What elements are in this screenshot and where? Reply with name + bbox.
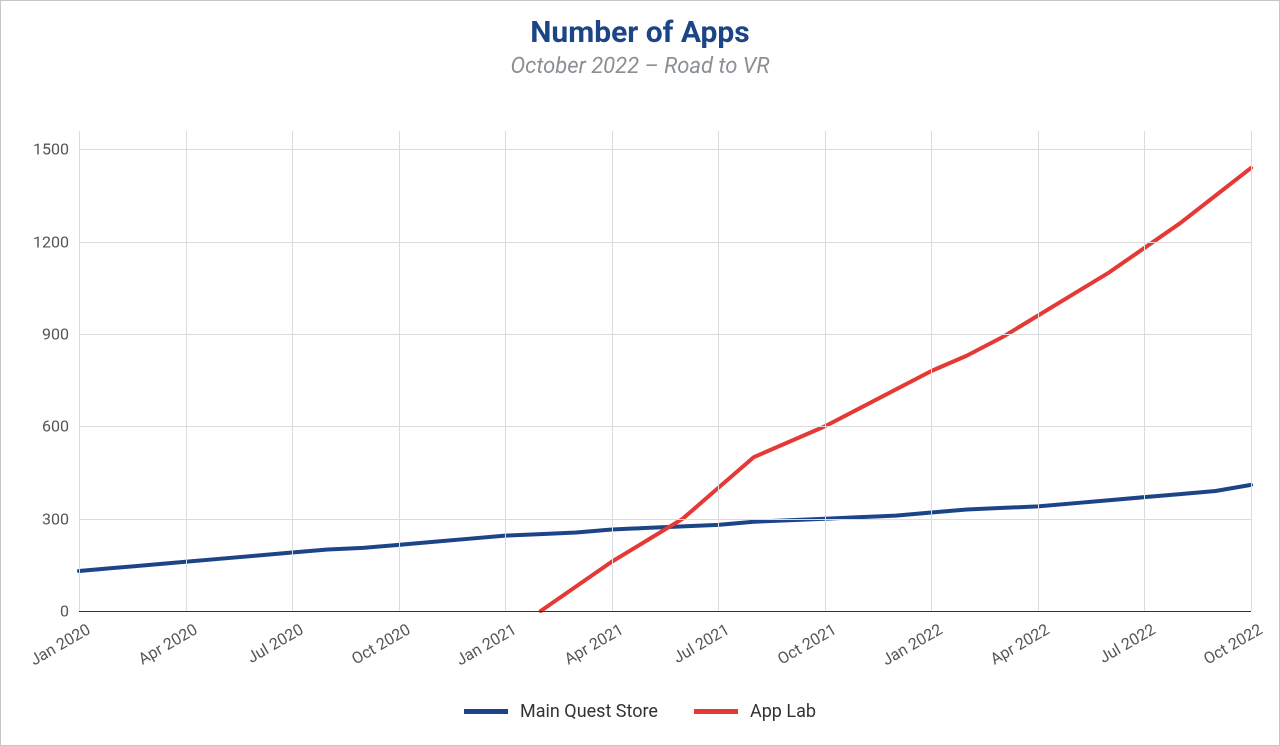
x-tick-label: Jan 2022 bbox=[874, 611, 946, 669]
gridline-vertical bbox=[718, 131, 719, 611]
x-tick-label: Jan 2021 bbox=[448, 611, 520, 669]
chart-lines bbox=[79, 131, 1251, 611]
gridline-horizontal bbox=[79, 426, 1251, 427]
chart-container: Number of Apps October 2022 – Road to VR… bbox=[0, 0, 1280, 746]
x-tick-label: Oct 2021 bbox=[769, 611, 839, 668]
legend-swatch bbox=[694, 709, 738, 714]
legend-label: Main Quest Store bbox=[520, 701, 658, 722]
legend-label: App Lab bbox=[750, 701, 816, 722]
gridline-vertical bbox=[931, 131, 932, 611]
y-tick-label: 1500 bbox=[33, 140, 69, 159]
title-block: Number of Apps October 2022 – Road to VR bbox=[1, 1, 1279, 79]
x-tick-label: Oct 2022 bbox=[1195, 611, 1265, 668]
x-tick-label: Apr 2021 bbox=[556, 611, 627, 669]
gridline-vertical bbox=[292, 131, 293, 611]
plot-area: 030060090012001500Jan 2020Apr 2020Jul 20… bbox=[79, 131, 1251, 611]
gridline-vertical bbox=[1038, 131, 1039, 611]
gridline-vertical bbox=[186, 131, 187, 611]
x-tick-label: Apr 2022 bbox=[982, 611, 1053, 669]
y-tick-label: 900 bbox=[42, 325, 69, 344]
gridline-horizontal bbox=[79, 519, 1251, 520]
gridline-vertical bbox=[399, 131, 400, 611]
legend: Main Quest Store App Lab bbox=[1, 701, 1279, 722]
y-tick-label: 300 bbox=[42, 509, 69, 528]
gridline-horizontal bbox=[79, 334, 1251, 335]
gridline-vertical bbox=[825, 131, 826, 611]
x-axis-line bbox=[79, 611, 1251, 612]
legend-item: App Lab bbox=[694, 701, 816, 722]
x-tick-label: Oct 2020 bbox=[343, 611, 413, 668]
gridline-vertical bbox=[612, 131, 613, 611]
gridline-horizontal bbox=[79, 242, 1251, 243]
y-tick-label: 600 bbox=[42, 417, 69, 436]
gridline-horizontal bbox=[79, 149, 1251, 150]
gridline-vertical bbox=[1144, 131, 1145, 611]
legend-item: Main Quest Store bbox=[464, 701, 658, 722]
y-tick-label: 1200 bbox=[33, 232, 69, 251]
gridline-vertical bbox=[79, 131, 80, 611]
x-tick-label: Jan 2020 bbox=[22, 611, 94, 669]
gridline-vertical bbox=[1251, 131, 1252, 611]
chart-title: Number of Apps bbox=[1, 15, 1279, 50]
legend-swatch bbox=[464, 709, 508, 714]
x-tick-label: Apr 2020 bbox=[129, 611, 200, 669]
x-tick-label: Jul 2022 bbox=[1091, 611, 1159, 667]
x-tick-label: Jul 2020 bbox=[239, 611, 307, 667]
x-tick-label: Jul 2021 bbox=[665, 611, 733, 667]
gridline-vertical bbox=[505, 131, 506, 611]
chart-subtitle: October 2022 – Road to VR bbox=[1, 54, 1279, 79]
